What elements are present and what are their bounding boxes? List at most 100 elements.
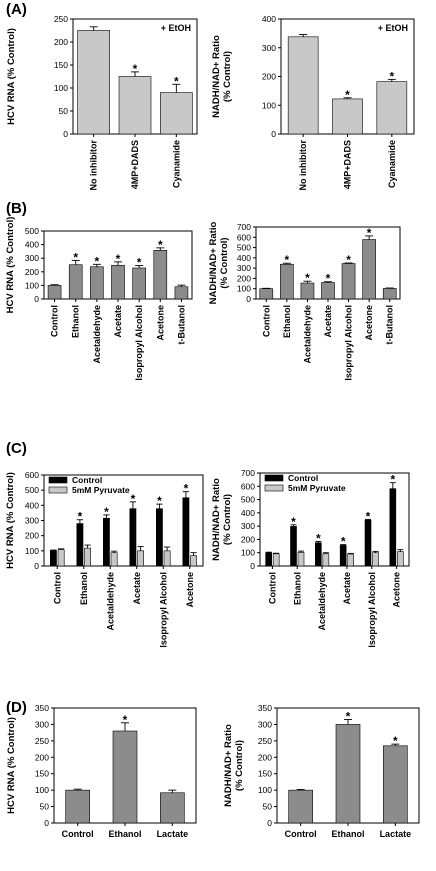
y-tick-label: 0 [246, 294, 251, 304]
y-tick-label: 250 [35, 736, 49, 746]
x-tick-label: Cyanamide [387, 140, 397, 188]
bar [153, 250, 168, 300]
y-axis-label: NADH/NAD+ Ratio(% Control) [223, 724, 245, 807]
y-tick-label: 300 [25, 253, 39, 263]
y-tick-label: 200 [258, 752, 272, 762]
x-tick-label: Acetone [155, 305, 165, 341]
y-tick-label: 300 [258, 719, 272, 729]
y-tick-label: 0 [34, 294, 39, 304]
annotation: + EtOH [161, 23, 191, 33]
y-tick-label: 200 [25, 531, 39, 541]
significance-star: * [95, 254, 100, 268]
x-tick-label: Control [62, 829, 94, 839]
x-tick-label: Ethanol [282, 305, 292, 338]
x-tick-label: t-Butanol [176, 305, 186, 345]
significance-star: * [133, 62, 138, 76]
significance-star: * [316, 531, 321, 545]
chart-c-left: 0 100 200 300 400 500 600 HCV RNA (% Control) Co… [5, 470, 204, 648]
x-tick-label: Acetate [132, 572, 142, 605]
x-tick-label: Acetone [185, 572, 195, 608]
bar [156, 508, 163, 567]
significance-star: * [345, 88, 350, 102]
x-tick-label: Acetate [342, 572, 352, 605]
bar [110, 552, 118, 567]
x-tick-label: Isopropyl Alcohol [158, 572, 168, 648]
significance-star: * [123, 713, 128, 727]
x-tick-label: Control [261, 305, 271, 337]
bar [68, 264, 83, 300]
x-tick-label: Control [50, 305, 60, 337]
significance-star: * [346, 253, 351, 267]
y-tick-label: 600 [241, 481, 255, 491]
bar [265, 552, 272, 567]
bar [347, 553, 354, 567]
legend-swatch [48, 476, 68, 484]
x-tick-label: No inhibitor [89, 140, 99, 191]
significance-star: * [184, 482, 189, 496]
y-tick-label: 400 [25, 500, 39, 510]
y-tick-label: 200 [54, 37, 68, 47]
y-axis-label: HCV RNA (% Control) [5, 217, 16, 314]
x-tick-label: Lactate [157, 829, 189, 839]
significance-star: * [291, 515, 296, 529]
bar [364, 519, 372, 567]
y-tick-label: 200 [241, 534, 255, 544]
x-tick-label: Control [267, 572, 277, 604]
bar [129, 508, 137, 567]
y-tick-label: 150 [258, 769, 272, 779]
bar [190, 555, 197, 567]
bar [182, 497, 190, 567]
chart-b-left: 0 100 200 300 400 500 HCV RNA (% Control) Contr… [5, 217, 193, 381]
y-axis-label: HCV RNA (% Control) [6, 28, 17, 125]
y-tick-label: 0 [271, 129, 276, 139]
bar [315, 542, 322, 567]
y-tick-label: 200 [237, 273, 251, 283]
y-tick-label: 100 [25, 546, 39, 556]
y-tick-label: 0 [250, 561, 255, 571]
chart-a-right: 0 100 200 300 400 NADH/NAD+ Ratio(% Control) N… [211, 14, 415, 191]
y-tick-label: 300 [35, 719, 49, 729]
bar [341, 263, 356, 300]
legend-swatch [48, 486, 68, 494]
x-tick-label: Acetaldehyde [302, 305, 312, 364]
significance-star: * [158, 238, 163, 252]
annotation: + EtOH [378, 23, 408, 33]
y-tick-label: 50 [40, 802, 50, 812]
x-tick-label: Control [52, 572, 62, 604]
y-tick-label: 300 [237, 263, 251, 273]
x-tick-label: Isopropyl Alcohol [344, 305, 354, 381]
y-tick-label: 0 [44, 818, 49, 828]
bar [160, 792, 185, 824]
significance-star: * [73, 250, 78, 264]
bar [297, 552, 305, 567]
x-tick-label: Ethanol [109, 829, 142, 839]
x-tick-label: 4MP+DADS [343, 140, 353, 189]
bar [76, 523, 84, 567]
significance-star: * [366, 509, 371, 523]
bar [272, 553, 280, 567]
bar [47, 285, 62, 300]
y-tick-label: 100 [262, 100, 276, 110]
x-tick-label: Acetone [392, 572, 402, 608]
bar [397, 551, 404, 567]
y-tick-label: 250 [258, 736, 272, 746]
chart-a-left: 0 50 100 150 200 250 HCV RNA (% Control) No inh… [6, 14, 198, 191]
legend-swatch [264, 484, 284, 492]
bar [362, 239, 376, 300]
y-tick-label: 50 [59, 106, 69, 116]
legend-swatch [264, 474, 284, 482]
significance-star: * [137, 256, 142, 270]
bar [57, 549, 65, 567]
significance-star: * [104, 505, 109, 519]
bar [49, 550, 57, 567]
y-tick-label: 150 [35, 769, 49, 779]
significance-star: * [390, 473, 395, 487]
x-tick-label: Acetaldehyde [105, 572, 115, 631]
bar [322, 553, 330, 567]
significance-star: * [389, 69, 394, 83]
significance-star: * [326, 272, 331, 286]
y-tick-label: 200 [262, 72, 276, 82]
x-tick-label: Isopropyl Alcohol [367, 572, 377, 648]
x-tick-label: Cyanamide [171, 140, 181, 188]
panel-label: (D) [6, 699, 27, 716]
